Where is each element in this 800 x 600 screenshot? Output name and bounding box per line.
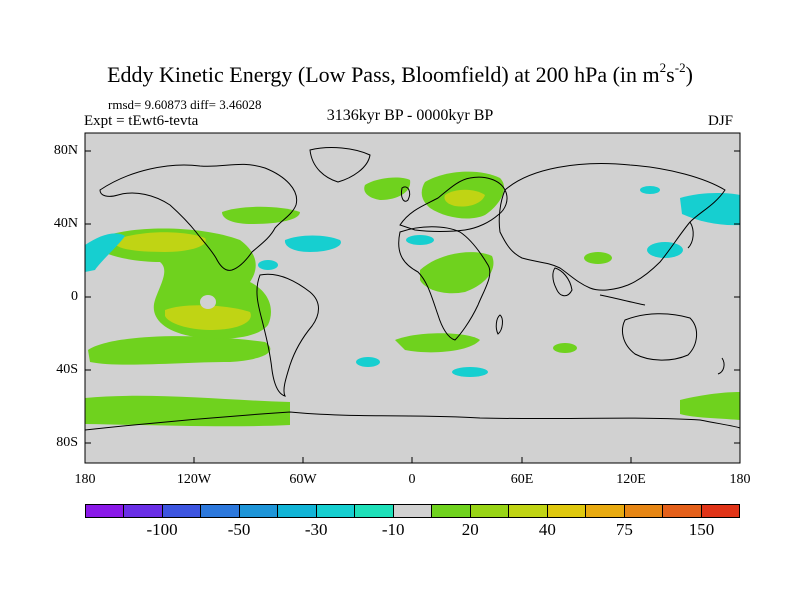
coast-india <box>552 267 573 297</box>
lon-label-0: 0 <box>408 472 416 487</box>
coast-indonesia <box>599 294 646 306</box>
field-southern-band <box>85 395 290 427</box>
coast-nz <box>717 357 725 375</box>
colorbar-swatch <box>124 505 163 517</box>
coast-australia <box>622 313 697 361</box>
map-ticks <box>84 150 741 463</box>
period-label: 3136kyr BP - 0000kyr BP <box>326 107 494 124</box>
season-label: DJF <box>708 113 734 129</box>
chart-title: Eddy Kinetic Energy (Low Pass, Bloomfiel… <box>107 60 693 87</box>
colorbar-swatch <box>663 505 702 517</box>
field-siberia-cyan <box>640 186 660 194</box>
lon-label-60e: 60E <box>510 472 534 487</box>
experiment-label: Expt = tEwt6-tevta <box>84 113 199 129</box>
field-cyan-sa <box>356 357 380 367</box>
lon-label-60w: 60W <box>289 472 317 487</box>
lat-label-40n: 40N <box>53 216 78 231</box>
colorbar-swatch <box>316 505 356 517</box>
field-sh-pacific <box>88 336 271 365</box>
colorbar-swatch <box>239 505 279 517</box>
field-pacific-yellow <box>115 232 206 252</box>
lat-label-40s: 40S <box>56 362 78 377</box>
field-ne-pacific-cyan <box>85 233 125 272</box>
colorbar-swatch <box>86 505 125 517</box>
colorbar-swatch <box>509 505 548 517</box>
coast-south-america <box>256 273 319 397</box>
lat-label-80s: 80S <box>56 435 78 450</box>
lat-label-0: 0 <box>71 289 78 304</box>
lon-label-180e: 180 <box>729 472 751 487</box>
colorbar-swatch <box>470 505 510 517</box>
field-atlantic-cyan <box>284 235 341 252</box>
colorbar-swatch <box>432 505 471 517</box>
colorbar-swatch <box>355 505 394 517</box>
field-south-indian <box>680 392 740 420</box>
coast-greenland <box>309 147 371 183</box>
colorbar-label: 40 <box>538 520 556 539</box>
colorbar-label: 150 <box>688 520 715 539</box>
colorbar-swatch <box>162 505 202 517</box>
field-s-ind-3 <box>553 343 577 353</box>
colorbar-swatch <box>624 505 664 517</box>
lon-label-180w: 180 <box>74 472 96 487</box>
field-asia-green <box>584 252 612 264</box>
field-pacific-yellow2 <box>165 305 251 330</box>
field-europe-yellow <box>444 189 485 207</box>
field-pacific-hole <box>200 295 216 309</box>
field-nw-pacific-cyan2 <box>647 242 683 258</box>
field-atl-green-west <box>222 206 300 224</box>
field-atlantic-cyan3 <box>406 235 434 245</box>
colorbar-label: 75 <box>615 520 633 539</box>
colorbar-swatch <box>701 505 739 517</box>
field-africa-green <box>420 252 494 294</box>
colorbar-label: -10 <box>381 520 405 539</box>
colorbar <box>85 504 740 518</box>
coast-madagascar <box>495 314 503 335</box>
field-south-indian2 <box>395 333 480 353</box>
field-atlantic-cyan2 <box>258 260 278 270</box>
colorbar-label: -100 <box>146 520 178 539</box>
coast-uk <box>401 186 411 202</box>
lon-label-120w: 120W <box>176 472 212 487</box>
stats-label: rmsd= 9.60873 diff= 3.46028 <box>108 97 262 112</box>
coast-antarctica <box>85 411 740 431</box>
colorbar-swatch <box>393 505 433 517</box>
colorbar-swatch <box>201 505 240 517</box>
colorbar-swatch <box>547 505 587 517</box>
coast-japan <box>687 221 694 249</box>
colorbar-label: 20 <box>461 520 479 539</box>
lon-label-120e: 120E <box>616 472 646 487</box>
coast-asia <box>498 163 726 291</box>
lat-label-80n: 80N <box>53 143 78 158</box>
colorbar-swatch <box>278 505 317 517</box>
colorbar-label: -50 <box>227 520 251 539</box>
coast-north-america <box>99 163 298 271</box>
coast-africa <box>398 226 491 341</box>
colorbar-label: -30 <box>304 520 328 539</box>
field-cyan-sa2 <box>452 367 488 377</box>
colorbar-swatch <box>586 505 625 517</box>
field-natl-green <box>364 177 411 200</box>
